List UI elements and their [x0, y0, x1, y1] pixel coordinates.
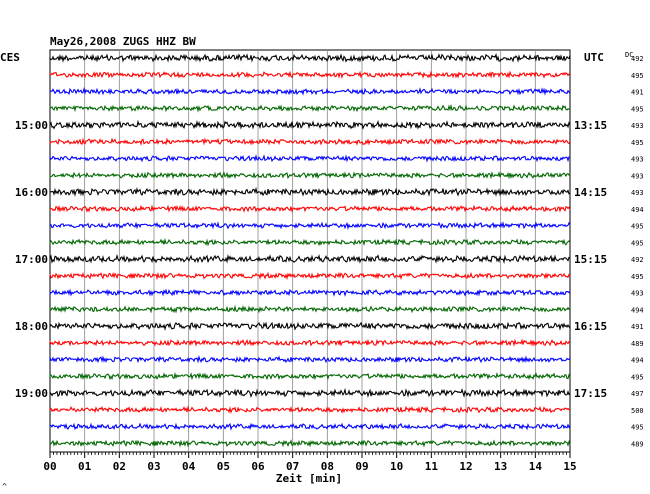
seismic-trace — [49, 137, 571, 146]
x-tick-label: 15 — [563, 460, 576, 473]
dc-value: 492 — [631, 256, 644, 264]
seismic-trace — [49, 422, 571, 431]
dc-value: 495 — [631, 72, 644, 80]
right-hour-label: 13:15 — [574, 119, 607, 132]
x-axis-label: Zeit [min] — [276, 472, 342, 485]
seismic-trace — [49, 371, 571, 381]
seismic-trace — [49, 86, 571, 96]
chart-title: May26,2008 ZUGS HHZ BW — [50, 35, 196, 48]
seismic-trace — [49, 253, 571, 264]
plot-frame — [49, 49, 571, 453]
right-hour-label: 14:15 — [574, 186, 607, 199]
dc-value: 493 — [631, 290, 644, 298]
dc-value: 493 — [631, 189, 644, 197]
dc-value: 494 — [631, 206, 644, 214]
dc-value: 494 — [631, 357, 644, 365]
corner-mark: ^ — [2, 482, 7, 491]
seismic-trace — [49, 204, 571, 213]
dc-value: 495 — [631, 223, 644, 231]
x-tick-label: 13 — [494, 460, 507, 473]
seismic-trace — [49, 186, 571, 197]
x-tick-label: 02 — [113, 460, 126, 473]
dc-value: 489 — [631, 340, 644, 348]
left-hour-label: 17:00 — [15, 253, 48, 266]
seismic-trace — [49, 387, 571, 399]
seismic-trace — [49, 304, 571, 314]
seismic-trace — [49, 103, 571, 113]
dc-value: 489 — [631, 440, 644, 448]
dc-value: 492 — [631, 55, 644, 63]
dc-value: 493 — [631, 122, 644, 130]
dc-value: 491 — [631, 323, 644, 331]
dc-value: 494 — [631, 306, 644, 314]
seismic-trace — [49, 237, 571, 247]
seismic-trace — [49, 119, 571, 130]
x-tick-label: 06 — [251, 460, 265, 473]
trace-layer — [49, 52, 571, 448]
x-tick-label: 04 — [182, 460, 196, 473]
seismic-trace — [49, 288, 571, 297]
right-hour-label: 15:15 — [574, 253, 607, 266]
dc-value: 495 — [631, 139, 644, 147]
seismic-trace — [49, 321, 571, 331]
seismic-trace — [49, 405, 571, 414]
x-tick-label: 01 — [78, 460, 92, 473]
left-hour-label: 15:00 — [15, 119, 48, 132]
dc-value: 495 — [631, 373, 644, 381]
right-hour-label: 17:15 — [574, 387, 607, 400]
x-tick-label: 11 — [425, 460, 439, 473]
dc-value: 497 — [631, 390, 644, 398]
grid-layer — [49, 49, 571, 453]
dc-value: 495 — [631, 424, 644, 432]
x-tick-label: 14 — [529, 460, 543, 473]
seismic-trace — [49, 154, 571, 163]
dc-value: 495 — [631, 239, 644, 247]
dc-value: 500 — [631, 407, 644, 415]
right-hour-label: 16:15 — [574, 320, 607, 333]
seismic-trace — [49, 52, 571, 63]
seismic-trace — [49, 338, 571, 347]
seismic-trace — [49, 221, 571, 230]
dc-value: 493 — [631, 172, 644, 180]
seismic-trace — [49, 70, 571, 79]
dc-value: 495 — [631, 273, 644, 281]
x-tick-label: 10 — [390, 460, 403, 473]
x-tick-label: 12 — [459, 460, 472, 473]
x-tick-label: 09 — [355, 460, 368, 473]
x-tick-label: 05 — [217, 460, 230, 473]
dc-value: 495 — [631, 105, 644, 113]
label-layer: 492 495 491 495 493 495 493 493 493 494 495 495 492 4… — [15, 55, 644, 448]
left-hour-label: 16:00 — [15, 186, 48, 199]
x-axis: 00 01 02 03 04 05 06 07 08 09 10 11 12 13 14 15 — [43, 452, 577, 473]
left-hour-label: 18:00 — [15, 320, 48, 333]
x-tick-label: 00 — [43, 460, 56, 473]
seismic-trace — [49, 439, 571, 448]
seismic-trace — [49, 271, 571, 281]
x-tick-label: 07 — [286, 460, 299, 473]
right-timezone-label: UTC — [584, 51, 604, 64]
dc-value: 493 — [631, 156, 644, 164]
seismic-trace — [49, 355, 571, 364]
left-timezone-label: CES — [0, 51, 20, 64]
left-hour-label: 19:00 — [15, 387, 48, 400]
dc-value: 491 — [631, 89, 644, 97]
x-tick-label: 03 — [147, 460, 160, 473]
x-tick-label: 08 — [321, 460, 334, 473]
dc-header-label: DC — [625, 51, 633, 59]
seismic-trace — [49, 170, 571, 180]
